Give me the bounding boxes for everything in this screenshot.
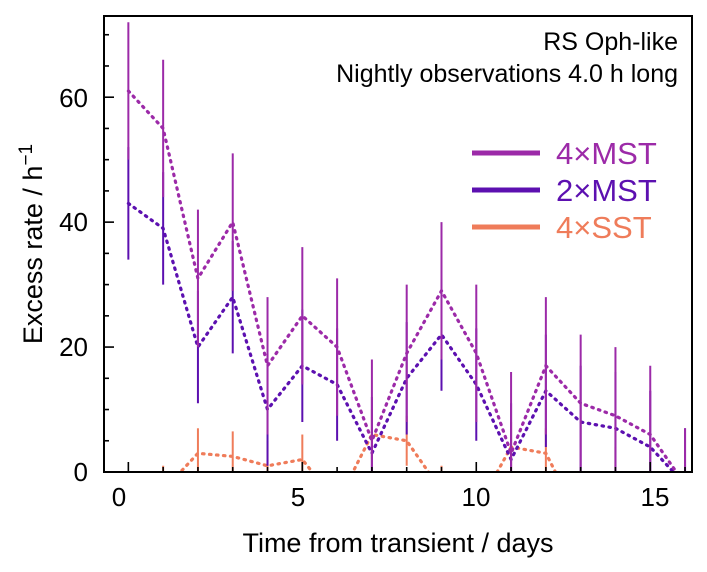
legend-label: 4×MST — [556, 136, 657, 171]
y-axis-label-exponent: −1 — [16, 144, 37, 166]
plot-frame — [103, 15, 693, 473]
legend-label: 2×MST — [556, 173, 657, 208]
y-axis-label-main: Excess rate / h — [18, 166, 48, 345]
annotation-line: RS Oph-like — [543, 28, 678, 56]
annotation-block: RS Oph-like Nightly observations 4.0 h l… — [336, 28, 678, 88]
legend-label: 4×SST — [556, 210, 652, 245]
y-ticks — [104, 33, 114, 473]
x-tick-label: 15 — [641, 482, 670, 512]
y-tick-label: 0 — [74, 457, 88, 487]
x-axis-label: Time from transient / days — [242, 528, 553, 558]
y-tick-label: 40 — [59, 207, 88, 237]
x-tick-labels: 0 5 10 15 — [112, 482, 670, 512]
legend: 4×MST 2×MST 4×SST — [472, 136, 657, 245]
series-group — [126, 22, 687, 472]
y-tick-labels: 0 20 40 60 — [59, 83, 88, 487]
annotation-line: Nightly observations 4.0 h long — [336, 60, 678, 88]
x-ticks — [127, 462, 686, 472]
y-axis-label: Excess rate / h−1 — [16, 144, 48, 344]
series-layer — [126, 22, 687, 472]
y-tick-label: 60 — [59, 83, 88, 113]
x-tick-label: 5 — [291, 482, 305, 512]
x-tick-label: 0 — [112, 482, 126, 512]
x-tick-label: 10 — [462, 482, 491, 512]
y-tick-label: 20 — [59, 332, 88, 362]
